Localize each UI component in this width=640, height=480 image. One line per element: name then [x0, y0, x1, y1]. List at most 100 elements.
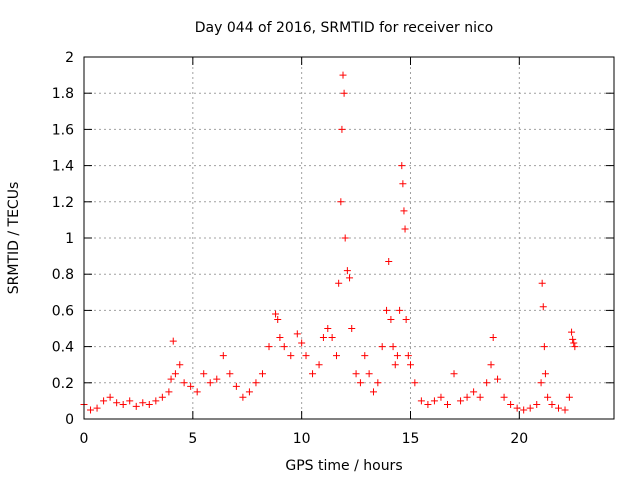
y-tick-label: 2 [65, 50, 74, 66]
data-point [561, 406, 569, 414]
data-point [132, 402, 140, 410]
data-point [171, 370, 179, 378]
data-point [274, 315, 282, 323]
data-point [258, 370, 266, 378]
data-point [387, 315, 395, 323]
data-point [272, 310, 280, 318]
data-point [476, 393, 484, 401]
data-point [544, 393, 552, 401]
data-point [569, 335, 577, 343]
y-axis-label: SRMTID / TECUs [6, 182, 22, 295]
data-point [213, 375, 221, 383]
data-point [106, 393, 114, 401]
data-point [113, 399, 121, 407]
y-tick-label: 1.6 [52, 122, 74, 138]
x-tick-label: 15 [402, 431, 420, 447]
data-point [399, 180, 407, 188]
y-tick-label: 1.2 [52, 195, 74, 211]
data-point [180, 379, 188, 387]
data-point [309, 370, 317, 378]
data-point [378, 343, 386, 351]
data-point [169, 337, 177, 345]
data-point [537, 379, 545, 387]
grid-layer [84, 57, 614, 419]
data-point [369, 388, 377, 396]
data-point [337, 198, 345, 206]
data-point [352, 370, 360, 378]
data-point [417, 397, 425, 405]
data-point [193, 388, 201, 396]
data-point [276, 334, 284, 342]
x-axis-label: GPS time / hours [285, 458, 402, 474]
data-point [126, 397, 134, 405]
data-point [424, 401, 432, 409]
data-point [383, 306, 391, 314]
data-point [483, 379, 491, 387]
x-tick-label: 20 [510, 431, 528, 447]
data-point [338, 125, 346, 133]
data-point [389, 343, 397, 351]
data-point [239, 393, 247, 401]
y-tick-label: 1.4 [52, 159, 74, 175]
data-point [541, 370, 549, 378]
data-point [187, 382, 195, 390]
data-point [450, 370, 458, 378]
data-point [219, 352, 227, 360]
data-point [361, 352, 369, 360]
data-point [252, 379, 260, 387]
data-point [165, 388, 173, 396]
data-point [554, 404, 562, 412]
data-point [176, 361, 184, 369]
data-point [152, 397, 160, 405]
data-point [339, 71, 347, 79]
data-point [393, 352, 401, 360]
data-point [411, 379, 419, 387]
data-point [119, 401, 127, 409]
data-point [570, 339, 578, 347]
data-point [145, 401, 153, 409]
data-point [93, 404, 101, 412]
data-point [404, 352, 412, 360]
data-point [374, 379, 382, 387]
data-point [526, 404, 534, 412]
data-point [538, 279, 546, 287]
y-tick-label: 0.8 [52, 267, 74, 283]
data-point [226, 370, 234, 378]
data-point [548, 401, 556, 409]
data-point [391, 361, 399, 369]
y-tick-label: 0 [65, 412, 74, 428]
data-point [167, 375, 175, 383]
data-point [539, 303, 547, 311]
data-point [365, 370, 373, 378]
tick-layer: 00.20.40.60.811.21.41.61.820 5 10 15 20 [52, 50, 614, 447]
data-point [265, 343, 273, 351]
data-point [348, 325, 356, 332]
data-point [571, 343, 579, 351]
data-point [341, 234, 349, 242]
data-point [87, 406, 95, 414]
data-point [158, 393, 166, 401]
data-point [568, 328, 576, 336]
y-tick-label: 0.6 [52, 303, 74, 319]
data-point [340, 89, 348, 97]
data-point [487, 361, 495, 369]
data-point [396, 306, 404, 314]
data-point [356, 379, 364, 387]
data-point [287, 352, 295, 360]
data-point [302, 352, 310, 360]
data-point [328, 334, 336, 342]
data-point [335, 279, 343, 287]
chart-title: Day 044 of 2016, SRMTID for receiver nic… [195, 20, 493, 36]
data-point [507, 401, 515, 409]
data-point [402, 315, 410, 323]
data-point [540, 343, 548, 351]
data-point [400, 207, 408, 215]
data-point [343, 267, 351, 275]
data-point [385, 258, 393, 266]
data-point [232, 382, 240, 390]
data-layer [80, 71, 579, 414]
data-point [470, 388, 478, 396]
data-point [332, 352, 340, 360]
data-point [520, 406, 528, 414]
